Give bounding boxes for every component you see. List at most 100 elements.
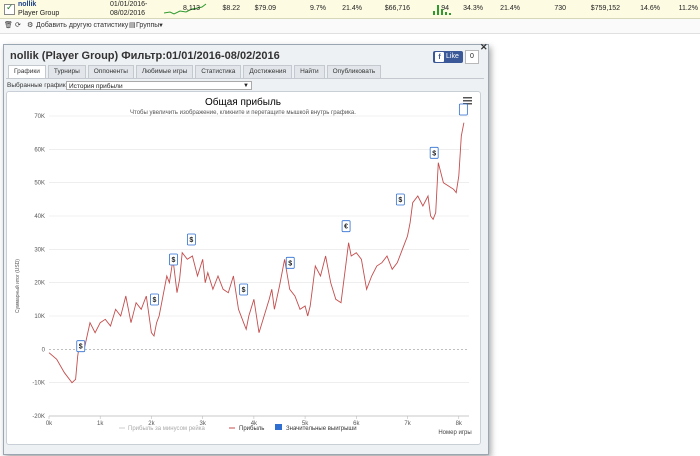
facebook-like-button[interactable]: f Like bbox=[433, 51, 463, 63]
player-name[interactable]: nollik bbox=[18, 1, 37, 8]
big-win-label: € bbox=[344, 224, 348, 231]
tab-6[interactable]: Найти bbox=[294, 65, 325, 78]
menu-icon[interactable] bbox=[463, 97, 472, 105]
legend-wins-label: Значительные выигрыши bbox=[286, 426, 357, 432]
add-stats-icon[interactable]: ⚙ bbox=[27, 22, 34, 29]
stat-value: 21.4% bbox=[342, 5, 362, 12]
big-win-marker bbox=[429, 146, 439, 159]
stat-value: 9.7% bbox=[310, 5, 326, 12]
stat-value: 8,113 bbox=[183, 5, 200, 12]
legend-profit-label: Прибыль bbox=[239, 426, 264, 432]
chart-subtitle: Чтобы увеличить изображение, кликните и … bbox=[130, 109, 356, 116]
x-tick-label: 6k bbox=[353, 421, 360, 427]
stat-value: $79.09 bbox=[254, 5, 276, 12]
y-tick-label: 0 bbox=[42, 347, 46, 353]
stat-value: 21.4% bbox=[500, 5, 520, 12]
date-to: 08/02/2016 bbox=[110, 10, 146, 17]
big-win-flag: $ bbox=[169, 253, 178, 266]
add-stats-button[interactable]: Добавить другую статистику bbox=[36, 22, 129, 29]
x-tick-label: 3k bbox=[199, 421, 206, 427]
stat-value: $66,716 bbox=[384, 5, 410, 12]
stat-value: 730 bbox=[554, 5, 566, 12]
tab-5[interactable]: Достижения bbox=[243, 65, 293, 78]
stat-value: 94 bbox=[441, 5, 449, 12]
y-tick-label: 40K bbox=[34, 214, 45, 220]
big-win-marker bbox=[150, 293, 159, 306]
stat-value: $759,152 bbox=[590, 5, 620, 12]
refresh-icon[interactable]: ⟳ bbox=[15, 22, 21, 29]
stat-value: $8.22 bbox=[222, 5, 240, 12]
big-win-flag: $ bbox=[285, 256, 295, 269]
big-win-marker bbox=[285, 256, 295, 269]
x-tick-label: 4k bbox=[251, 421, 258, 427]
y-tick-label: -20K bbox=[32, 414, 45, 420]
graph-select-label: Выбранные графики: bbox=[7, 82, 72, 89]
y-tick-label: 70K bbox=[34, 114, 45, 120]
legend-rake-label: Прибыль за минусом рейка bbox=[128, 425, 206, 432]
big-win-label: $ bbox=[189, 237, 193, 244]
big-win-flag: $ bbox=[186, 233, 196, 246]
x-tick-label: 8k bbox=[456, 421, 463, 427]
y-tick-label: 50K bbox=[34, 181, 45, 187]
x-axis-ticks: 0k 1k 2k 3k 4k 5k 6k 7k 8k bbox=[46, 415, 469, 427]
tab-divider bbox=[6, 78, 484, 79]
big-win-marker bbox=[186, 233, 196, 246]
tab-1[interactable]: Турниры bbox=[47, 65, 86, 78]
big-win-flag: $ bbox=[429, 146, 439, 159]
y-tick-label: 10K bbox=[34, 314, 45, 320]
big-win-marker bbox=[76, 340, 86, 353]
tab-3[interactable]: Любимые игры bbox=[135, 65, 194, 78]
grid bbox=[49, 115, 469, 417]
like-label: Like bbox=[446, 53, 459, 60]
big-win-label: $ bbox=[172, 257, 176, 264]
x-tick-label: 1k bbox=[97, 421, 104, 427]
facebook-icon: f bbox=[435, 52, 444, 62]
groups-button[interactable]: Группы bbox=[136, 22, 160, 29]
player-cell: nollik Player Group bbox=[18, 0, 59, 18]
player-stats-row[interactable]: nollik Player Group 01/01/2016- 08/02/20… bbox=[0, 0, 700, 19]
y-axis-label: Суммарный итог (USD) bbox=[14, 259, 21, 313]
close-icon[interactable]: ✕ bbox=[480, 42, 488, 52]
profit-line bbox=[48, 122, 465, 384]
tab-0[interactable]: Графики bbox=[8, 65, 46, 78]
tab-2[interactable]: Оппоненты bbox=[87, 65, 134, 78]
y-tick-label: 60K bbox=[34, 147, 45, 153]
tab-4[interactable]: Статистика bbox=[195, 65, 242, 78]
y-tick-label: 20K bbox=[34, 281, 45, 287]
groups-dropdown-icon[interactable]: ▼ bbox=[158, 23, 164, 29]
chart-title: Общая прибыль bbox=[205, 96, 281, 108]
stats-toolbar: 🗑 ⟳ ⚙ Добавить другую статистику ▤ Групп… bbox=[0, 19, 700, 34]
big-win-label: $ bbox=[242, 287, 246, 294]
big-win-label: $ bbox=[79, 344, 83, 351]
stat-value: 34.3% bbox=[463, 5, 483, 12]
big-win-marker bbox=[169, 253, 178, 266]
big-win-flag: $ bbox=[239, 283, 249, 296]
x-tick-label: 0k bbox=[46, 421, 53, 427]
like-count: 0 bbox=[465, 50, 479, 64]
row-checkbox[interactable] bbox=[4, 2, 15, 15]
big-win-flag bbox=[458, 103, 468, 116]
big-win-marker bbox=[239, 283, 249, 296]
graph-select-value: История прибыли bbox=[69, 83, 123, 90]
x-tick-label: 7k bbox=[404, 421, 411, 427]
tab-7[interactable]: Опубликовать bbox=[326, 65, 382, 78]
y-tick-label: 30K bbox=[34, 247, 45, 253]
x-axis-label: Номер игры bbox=[438, 430, 471, 436]
groups-icon[interactable]: ▤ bbox=[129, 22, 136, 29]
big-win-marker bbox=[341, 220, 351, 233]
big-win-flags: $ $ $ $ $ $ € $ $ bbox=[76, 103, 468, 353]
big-win-marker bbox=[458, 103, 468, 116]
big-win-flag: € bbox=[341, 220, 351, 233]
chart-container[interactable]: Общая прибыль Чтобы увеличить изображени… bbox=[6, 91, 481, 445]
dialog-tabs: Графики Турниры Оппоненты Любимые игры Стати… bbox=[8, 65, 383, 78]
chevron-down-icon: ▼ bbox=[243, 83, 249, 89]
graph-select[interactable]: История прибыли ▼ bbox=[66, 81, 252, 90]
big-win-label: $ bbox=[398, 197, 402, 204]
big-win-label: $ bbox=[153, 297, 157, 304]
date-from: 01/01/2016- bbox=[110, 1, 148, 8]
profit-chart[interactable]: Общая прибыль Чтобы увеличить изображени… bbox=[7, 92, 480, 444]
delete-icon[interactable]: 🗑 bbox=[4, 22, 13, 29]
legend: Прибыль за минусом рейка Прибыль Значитель… bbox=[119, 424, 357, 432]
winrate-mini-chart bbox=[433, 5, 451, 15]
big-win-label: $ bbox=[432, 150, 436, 157]
